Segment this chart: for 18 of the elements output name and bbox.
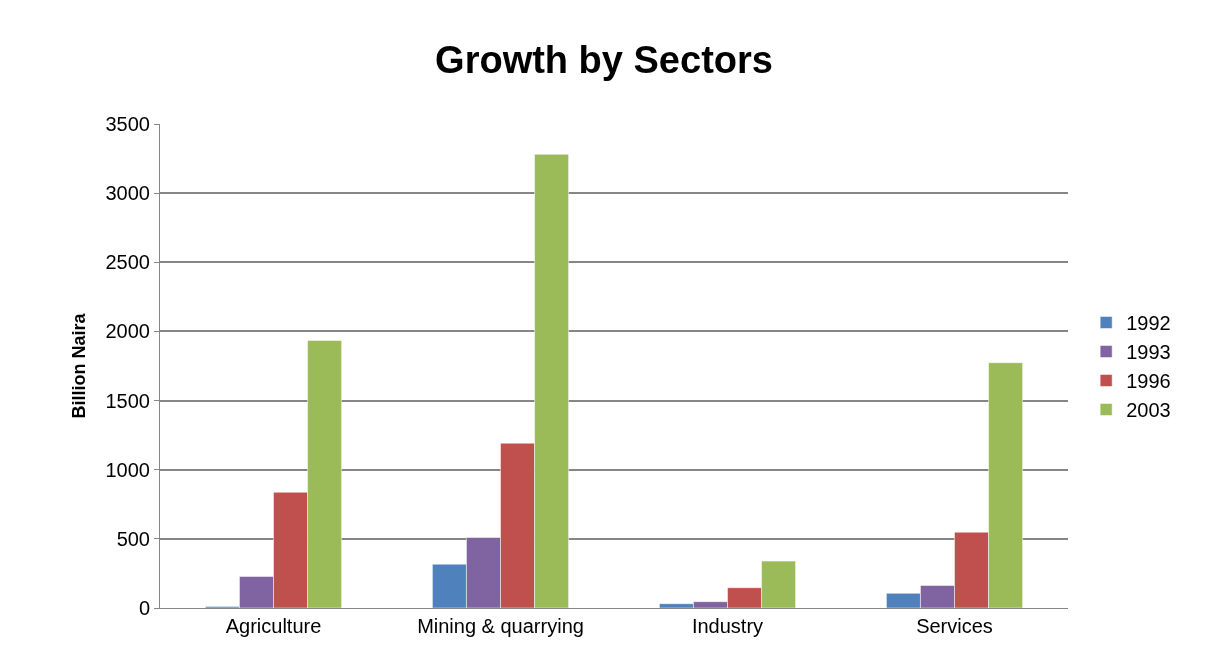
y-tick-label: 3500 bbox=[105, 113, 150, 135]
x-tick-label: Services bbox=[916, 615, 993, 637]
y-tick-label: 2000 bbox=[105, 320, 150, 343]
chart-title: Growth by Sectors bbox=[435, 39, 773, 82]
y-axis-title: Billion Naira bbox=[68, 312, 89, 419]
legend-label: 1996 bbox=[1126, 370, 1171, 393]
legend-label: 1993 bbox=[1126, 341, 1171, 364]
y-tick-label: 1500 bbox=[105, 389, 150, 412]
x-tick-label: Agriculture bbox=[225, 615, 322, 637]
y-tick-label: 1000 bbox=[105, 458, 150, 481]
y-tick-label: 0 bbox=[138, 597, 150, 619]
legend-label: 1992 bbox=[1126, 312, 1171, 335]
y-tick-label: 3000 bbox=[105, 182, 150, 205]
x-tick-label: Industry bbox=[691, 615, 764, 637]
x-tick-label: Mining & quarrying bbox=[417, 615, 584, 637]
legend-label: 2003 bbox=[1126, 399, 1171, 422]
y-tick-label: 500 bbox=[116, 527, 150, 550]
y-tick-label: 2500 bbox=[105, 251, 150, 274]
